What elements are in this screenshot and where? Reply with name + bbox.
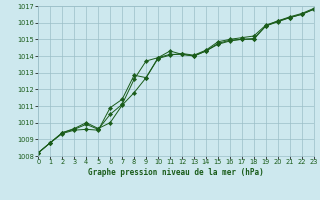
X-axis label: Graphe pression niveau de la mer (hPa): Graphe pression niveau de la mer (hPa): [88, 168, 264, 177]
